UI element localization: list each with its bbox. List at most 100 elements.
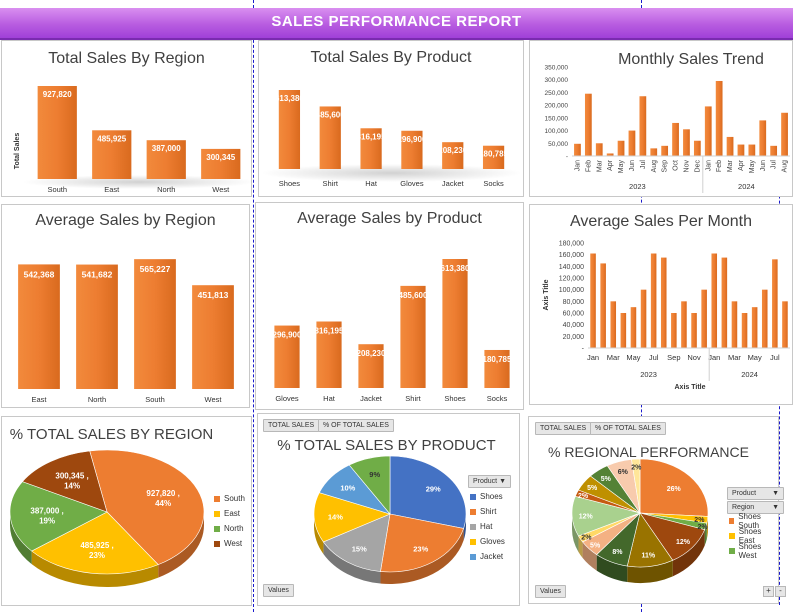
bar xyxy=(770,145,778,156)
report-banner: SALES PERFORMANCE REPORT xyxy=(0,8,793,40)
legend-label: South xyxy=(224,494,245,503)
y-tick-label: 350,000 xyxy=(545,65,569,72)
legend-item: East xyxy=(214,506,245,521)
x-tick-label: Mar xyxy=(728,353,741,362)
chart-title: Average Sales Per Month xyxy=(569,213,753,230)
chart-panel-avg-by-product[interactable]: Average Sales by Product 296,900 Gloves 31… xyxy=(255,202,524,410)
data-label: 451,813 xyxy=(198,290,229,300)
pie-slice-side xyxy=(463,514,466,541)
legend-swatch xyxy=(729,547,735,554)
pie-slice xyxy=(631,458,641,514)
y-tick-label: 100,000 xyxy=(559,287,584,294)
legend-label: Hat xyxy=(480,522,493,531)
total-sales-button[interactable]: TOTAL SALES xyxy=(263,419,320,432)
product-filter-button[interactable]: Product ▼ xyxy=(727,487,784,500)
legend-swatch xyxy=(470,523,476,530)
legend-swatch xyxy=(470,553,476,560)
region-filter-label: Region xyxy=(732,504,755,511)
data-label: 296,900 xyxy=(273,331,302,340)
product-filter-button[interactable]: Product ▼ xyxy=(468,475,512,488)
x-tick-label: Feb xyxy=(716,160,723,172)
pie-data-label: 26% xyxy=(667,486,682,493)
pie-data-label: 6% xyxy=(618,469,629,476)
data-label: 316,195 xyxy=(357,132,386,141)
legend-swatch xyxy=(214,495,220,502)
x-tick-label: Apr xyxy=(738,159,745,171)
y-tick-label: 120,000 xyxy=(559,276,584,283)
pie-slice-side xyxy=(323,541,381,584)
legend-swatch xyxy=(214,510,220,517)
data-label: 541,682 xyxy=(82,270,113,280)
year-group-label: 2024 xyxy=(738,182,755,191)
chart-panel-monthly-trend[interactable]: Monthly Sales Trend - 50,000 100,000 150,00… xyxy=(529,40,793,197)
chart-panel-sales-by-region[interactable]: Total Sales By Region 927,820 South 485,92… xyxy=(1,40,253,197)
data-label: 208,230 xyxy=(438,146,467,155)
bar xyxy=(711,253,718,348)
x-tick-label: East xyxy=(104,185,120,194)
pct-total-sales-button[interactable]: % OF TOTAL SALES xyxy=(318,419,394,432)
bar xyxy=(751,307,758,348)
x-tick-label: Jul xyxy=(640,160,647,169)
pie-data-label: 2% xyxy=(698,524,709,531)
chart-panel-pct-by-region[interactable]: % TOTAL SALES BY REGION 927,820 , 44% 485,… xyxy=(1,416,252,606)
x-tick-label: Hat xyxy=(323,394,336,403)
pie-slice-side xyxy=(578,535,583,558)
bar xyxy=(484,349,510,388)
values-button[interactable]: Values xyxy=(535,585,566,598)
x-tick-label: West xyxy=(212,185,230,194)
product-filter-label: Product xyxy=(473,478,498,485)
x-tick-label: West xyxy=(205,395,223,404)
chart-panel-avg-per-month[interactable]: Average Sales Per Month - 20,000 40,000 60,… xyxy=(529,204,793,405)
legend-item: Shoes South xyxy=(729,512,778,530)
chart-avg-by-product: 296,900 Gloves 316,195 Hat 208,230 Jacket 485,… xyxy=(273,259,512,403)
y-tick-label: 300,000 xyxy=(545,77,569,84)
x-tick-label: Hat xyxy=(365,179,378,188)
y-tick-label: 200,000 xyxy=(545,103,569,110)
chart-title: Monthly Sales Trend xyxy=(618,51,764,68)
pie-slice xyxy=(322,513,391,572)
bar xyxy=(316,321,342,388)
pie-slice xyxy=(9,481,108,552)
bar xyxy=(701,289,707,348)
bar xyxy=(146,140,186,179)
chart-sales-by-product: 613,380 Shoes 485,600 Shirt 316,195 Hat 296,90… xyxy=(261,90,522,188)
values-button[interactable]: Values xyxy=(263,584,294,597)
bar xyxy=(640,289,647,348)
pie-slice xyxy=(639,458,709,517)
y-tick-label: - xyxy=(582,346,585,353)
chart-panel-pct-by-product[interactable]: TOTAL SALES % OF TOTAL SALES % TOTAL SAL… xyxy=(257,413,520,606)
chart-panel-avg-by-region[interactable]: Average Sales by Region 542,368 East 541,6… xyxy=(1,204,250,408)
x-tick-label: East xyxy=(31,395,47,404)
chart-regional-performance: 26%2%2%12%11%8%5%2%12%2%5%5%6%2% xyxy=(571,458,709,583)
data-label: 485,925 xyxy=(97,134,126,143)
expand-button[interactable]: + xyxy=(763,586,774,597)
bar xyxy=(704,106,712,156)
bar xyxy=(360,128,382,169)
region-filter-button[interactable]: Region ▼ xyxy=(727,501,784,514)
bar xyxy=(761,289,768,348)
legend-swatch xyxy=(214,525,220,532)
pie-slice-side xyxy=(314,514,324,554)
bar xyxy=(650,253,657,348)
pie-data-label: 2% xyxy=(631,465,642,472)
pct-total-sales-button[interactable]: % OF TOTAL SALES xyxy=(590,422,666,435)
chart-title: % TOTAL SALES BY REGION xyxy=(9,426,214,443)
y-tick-label: - xyxy=(566,154,568,161)
x-tick-label: North xyxy=(157,185,175,194)
data-label: 927,820 xyxy=(43,90,72,99)
pie-legend: Shoes Shirt Hat Gloves Jacket xyxy=(470,489,505,564)
pie-slice-side xyxy=(31,551,159,587)
collapse-button[interactable]: - xyxy=(775,586,786,597)
x-tick-label: Aug xyxy=(782,160,789,173)
bar xyxy=(782,301,788,348)
bar xyxy=(319,106,341,169)
pie-data-label: 10% xyxy=(340,483,355,492)
pie-slice-side xyxy=(572,513,579,552)
x-tick-label: Nov xyxy=(687,353,701,362)
chart-panel-regional-performance[interactable]: TOTAL SALES % OF TOTAL SALES % REGIONAL … xyxy=(528,416,786,604)
floor-shadow xyxy=(22,175,253,189)
bar xyxy=(620,313,627,348)
chart-pct-by-region: 927,820 ,44% 485,925 ,23% 387,000 ,19% 300,… xyxy=(9,449,205,587)
y-tick-label: 80,000 xyxy=(563,299,585,306)
chart-panel-sales-by-product[interactable]: Total Sales By Product 613,380 Shoes 485,6… xyxy=(258,40,524,197)
